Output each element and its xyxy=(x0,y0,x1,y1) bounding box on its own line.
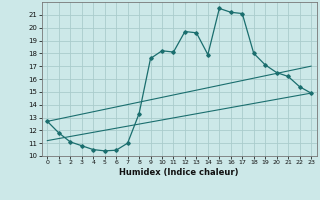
X-axis label: Humidex (Indice chaleur): Humidex (Indice chaleur) xyxy=(119,168,239,177)
